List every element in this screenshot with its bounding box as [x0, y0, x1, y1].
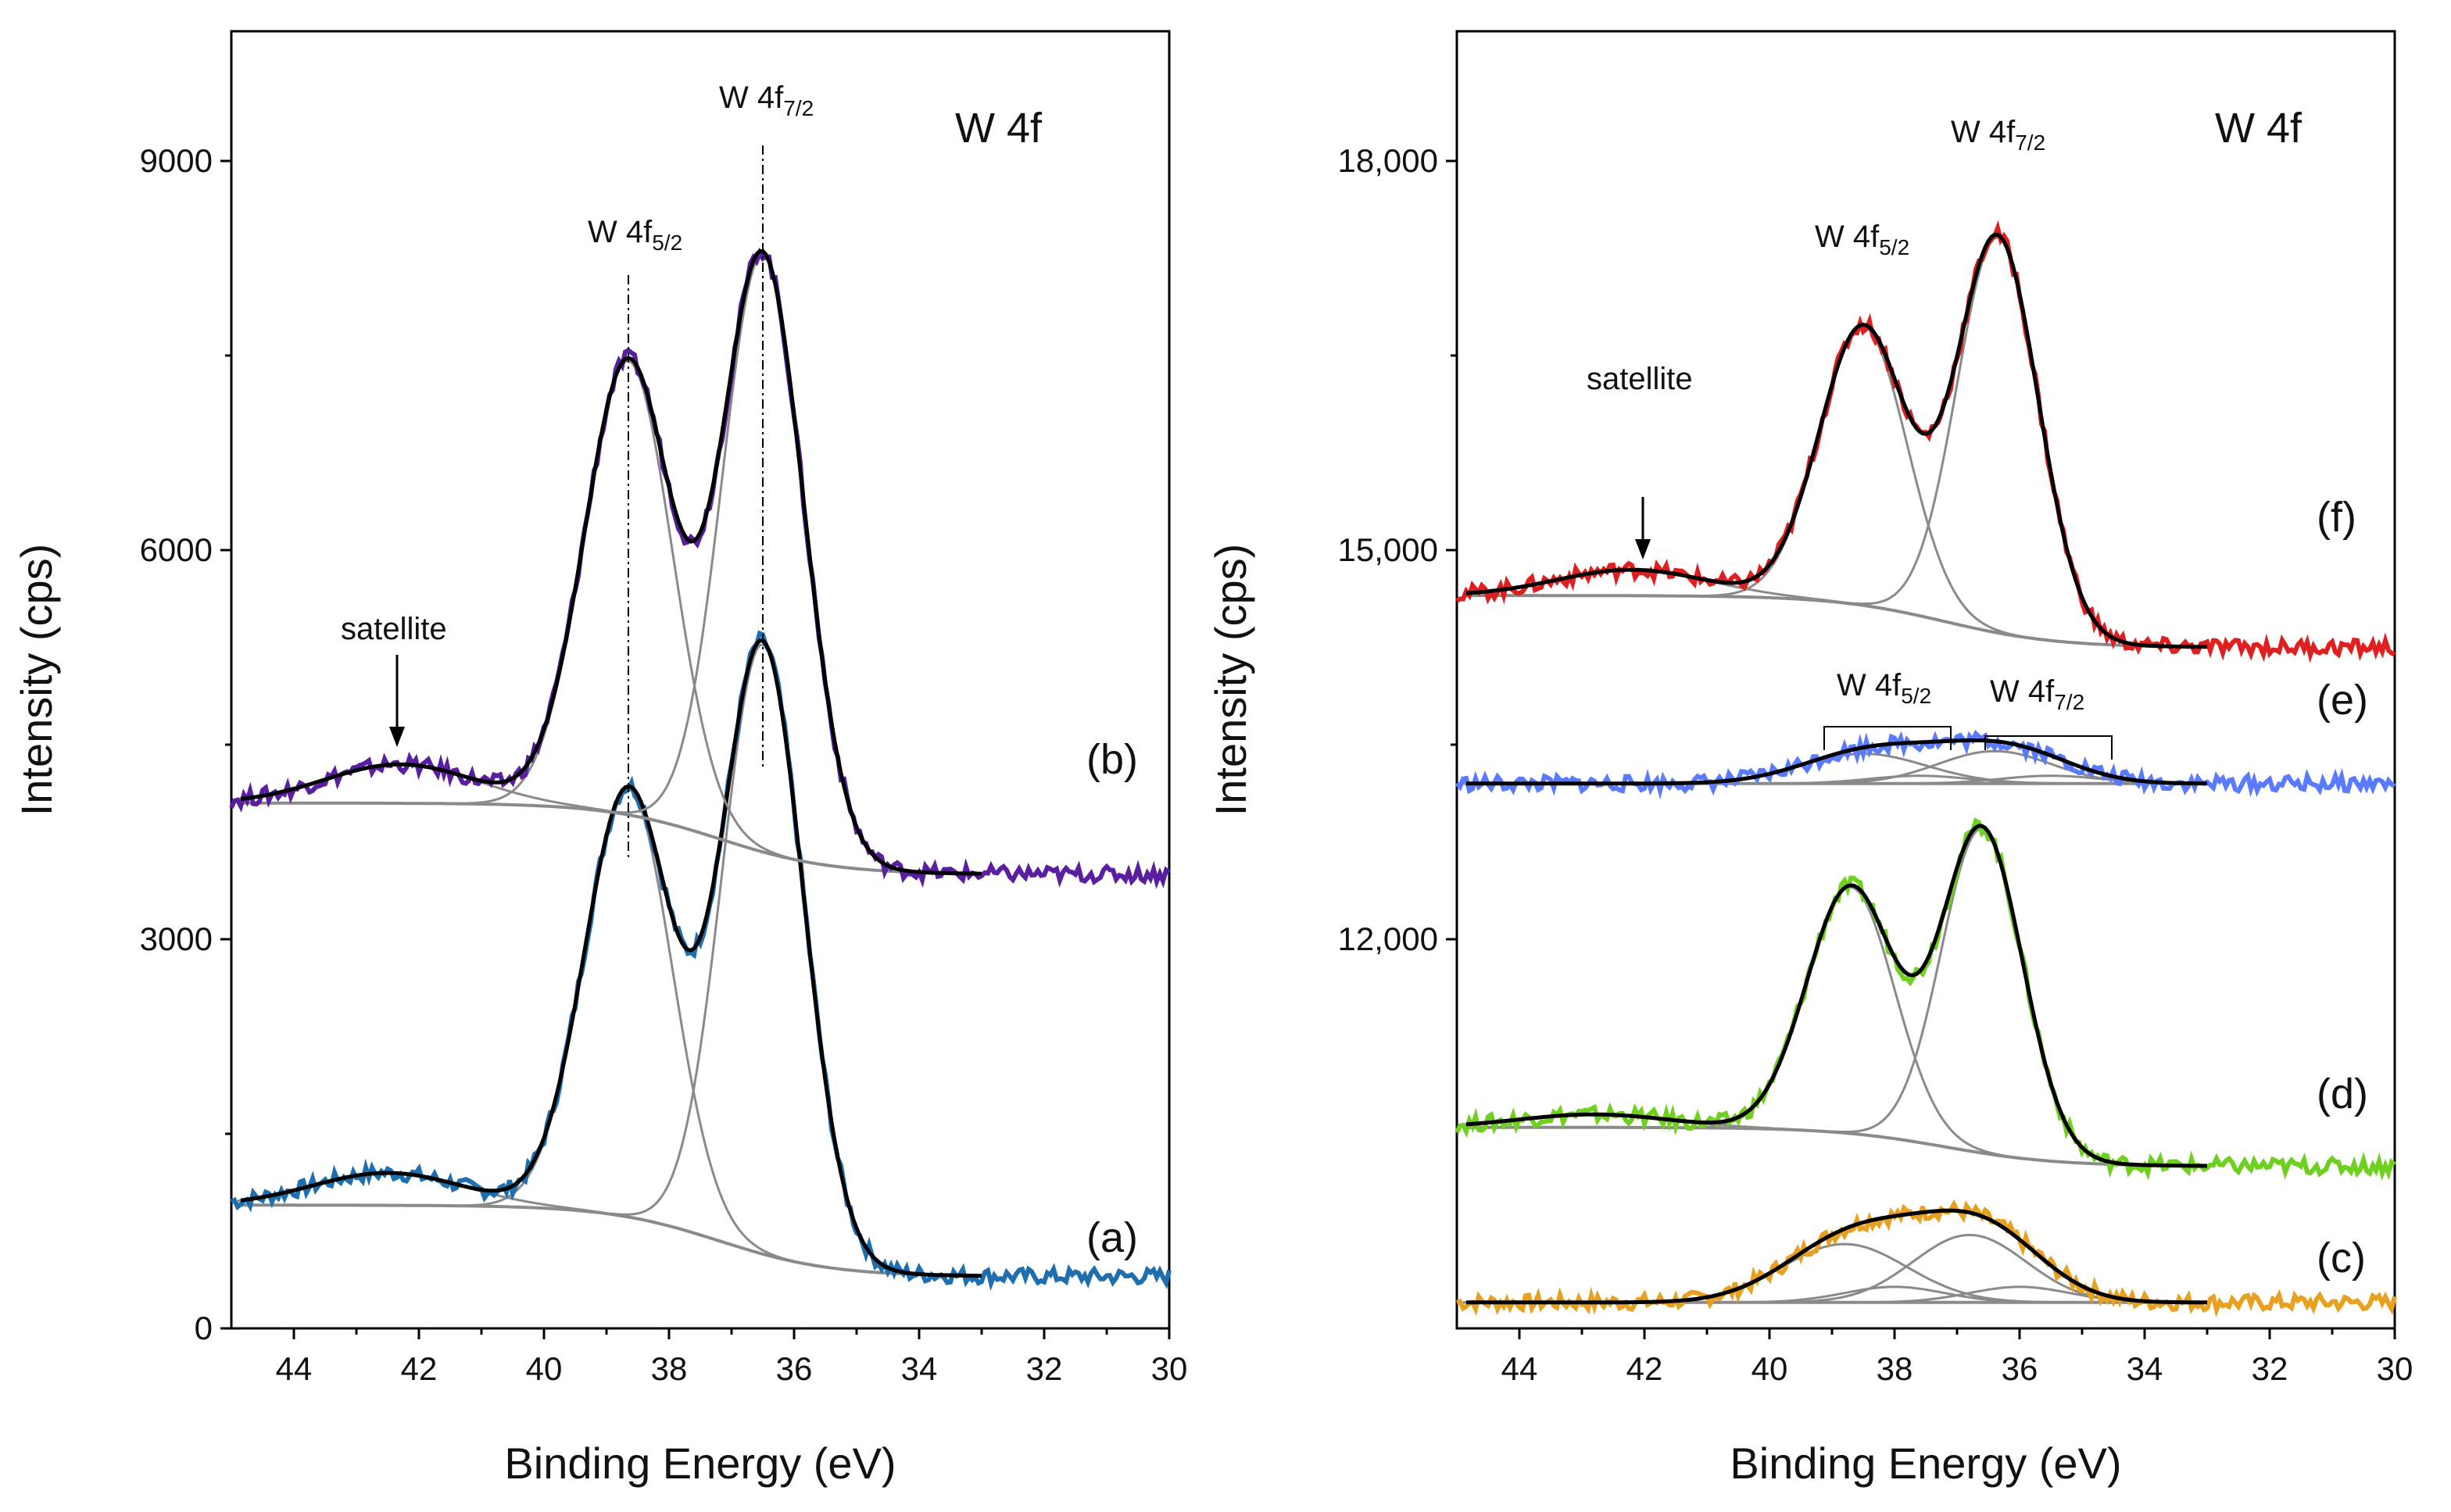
right-series-(c)-fit [1466, 1208, 2207, 1305]
left-curves [229, 247, 1172, 1292]
right-e-peak-52-label: W 4f5/2 [1837, 668, 1931, 708]
left-satellite-label: satellite [341, 612, 447, 646]
right-x-ticks: 44 42 40 38 36 34 32 30 [1501, 1328, 2413, 1387]
left-series-label-a: (a) [1086, 1214, 1138, 1261]
right-panel: 44 42 40 38 36 34 32 30 12,000 15,000 18,000 W 4f… [1206, 30, 2413, 1488]
right-x-tick-label: 44 [1501, 1350, 1538, 1387]
left-x-tick-label: 44 [276, 1350, 313, 1387]
left-series-(b)-fit [240, 248, 982, 876]
left-x-tick-label: 38 [651, 1350, 688, 1387]
left-y-tick-label: 3000 [140, 920, 213, 957]
left-panel: 44 42 40 38 36 34 32 30 0 3000 6000 9000 W 4f5/2 W… [12, 30, 1188, 1488]
left-x-ticks: 44 42 40 38 36 34 32 30 [276, 1328, 1188, 1387]
right-series-(e)-fit [1466, 738, 2207, 786]
right-satellite-label: satellite [1587, 362, 1693, 396]
left-x-axis-title: Binding Energy (eV) [504, 1439, 896, 1488]
right-e-peak-72-label: W 4f7/2 [1990, 674, 2084, 714]
left-series-(b)-background [241, 801, 982, 876]
right-x-tick-label: 40 [1751, 1350, 1788, 1387]
right-x-tick-label: 34 [2127, 1350, 2163, 1387]
left-series-(a)-component-0 [238, 788, 982, 1278]
right-y-ticks: 12,000 15,000 18,000 [1338, 142, 1457, 957]
right-series-(f)-component-1 [1463, 236, 2208, 649]
left-series-(a)-fit [240, 638, 982, 1278]
right-series-label-f: (f) [2317, 494, 2356, 541]
right-series-(f)-background [1466, 594, 2208, 649]
right-satellite-arrow [1635, 497, 1651, 559]
right-x-tick-label: 38 [1877, 1350, 1913, 1387]
right-series-(c)-data [1456, 1199, 2397, 1318]
left-y-tick-label: 6000 [140, 531, 213, 568]
left-panel-title: W 4f [955, 105, 1043, 152]
left-series-(b)-data [229, 247, 1171, 889]
left-y-tick-label: 0 [195, 1310, 213, 1346]
left-series-(a)-component-2 [237, 1171, 982, 1278]
left-peak-guides [628, 145, 764, 861]
right-x-tick-label: 36 [2002, 1350, 2038, 1387]
right-series-(f)-fit [1465, 232, 2208, 649]
left-series-(b)-component-1 [238, 254, 982, 875]
left-x-tick-label: 36 [776, 1350, 813, 1387]
right-peak-52-label: W 4f5/2 [1815, 220, 1909, 259]
right-y-axis-title: Intensity (cps) [1206, 544, 1255, 817]
left-y-ticks: 0 3000 6000 9000 [140, 142, 231, 1346]
right-series-(f)-data [1455, 220, 2396, 663]
left-y-tick-label: 9000 [140, 142, 213, 179]
left-satellite-arrow [389, 655, 405, 747]
right-series-(d)-background [1466, 1125, 2207, 1167]
right-series-(d)-data [1454, 817, 2396, 1181]
right-x-tick-label: 32 [2252, 1350, 2288, 1387]
right-series-(d)-fit [1465, 824, 2207, 1168]
right-series-label-c: (c) [2317, 1235, 2366, 1281]
right-x-tick-label: 42 [1626, 1350, 1663, 1387]
right-x-axis-title: Binding Energy (eV) [1730, 1439, 2121, 1488]
left-x-tick-label: 30 [1151, 1350, 1188, 1387]
left-x-tick-label: 40 [526, 1350, 563, 1387]
right-y-tick-label: 15,000 [1338, 531, 1438, 568]
left-y-axis-title: Intensity (cps) [12, 544, 61, 817]
left-peak-72-label: W 4f7/2 [719, 80, 814, 120]
right-peak-72-label: W 4f7/2 [1951, 115, 2045, 155]
right-plot-frame [1455, 30, 2396, 1330]
left-x-tick-label: 34 [901, 1350, 938, 1387]
right-curves [1454, 220, 2397, 1318]
right-e-bracket-72 [1984, 735, 2113, 760]
right-x-tick-label: 30 [2377, 1350, 2413, 1387]
right-e-bracket-52 [1823, 726, 1952, 750]
left-peak-52-label: W 4f5/2 [588, 215, 682, 255]
left-series-(a)-background [241, 1203, 982, 1278]
left-plot-frame [230, 30, 1171, 1330]
left-series-(a)-data [230, 630, 1172, 1292]
right-series-(d)-component-0 [1463, 885, 2207, 1167]
right-series-label-d: (d) [2317, 1071, 2368, 1117]
right-series-label-e: (e) [2317, 677, 2368, 724]
right-y-tick-label: 18,000 [1338, 142, 1438, 179]
left-x-tick-label: 42 [401, 1350, 438, 1387]
left-x-tick-label: 32 [1026, 1350, 1063, 1387]
right-y-tick-label: 12,000 [1338, 920, 1438, 957]
left-series-label-b: (b) [1086, 736, 1138, 783]
right-panel-title: W 4f [2215, 105, 2303, 152]
